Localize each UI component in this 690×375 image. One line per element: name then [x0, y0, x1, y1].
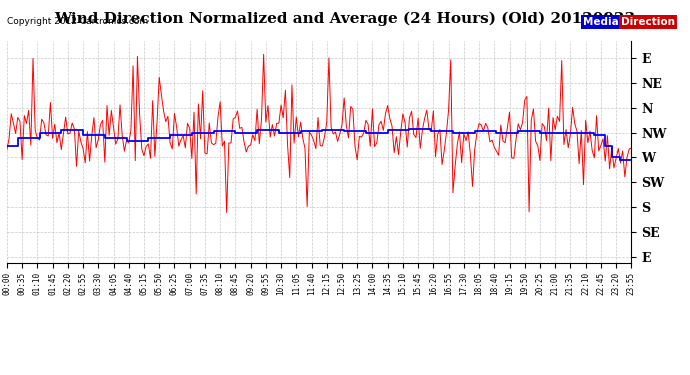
Text: Wind Direction Normalized and Average (24 Hours) (Old) 20120923: Wind Direction Normalized and Average (2… [55, 11, 635, 26]
Text: Median: Median [583, 17, 627, 27]
Text: Direction: Direction [621, 17, 675, 27]
Text: Copyright 2012 Cartronics.com: Copyright 2012 Cartronics.com [7, 17, 148, 26]
